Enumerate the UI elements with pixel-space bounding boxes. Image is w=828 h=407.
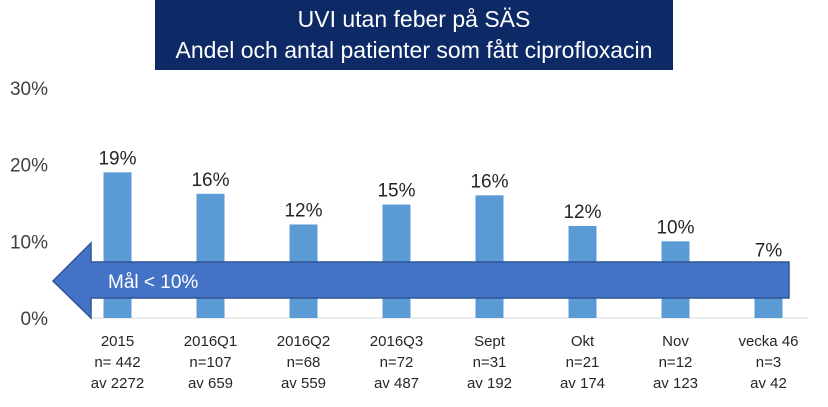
x-tick-label: n=21 [566, 354, 600, 371]
data-label: 12% [284, 200, 322, 221]
goal-arrow: Mål < 10% [51, 241, 790, 320]
y-axis-ticks: 0% 10% 20% 30% [10, 79, 48, 330]
x-tick-label: 2016Q2 [277, 333, 330, 350]
x-axis-labels: 2015 n= 442 av 2272 2016Q1 n=107 av 659 2016Q2… [91, 333, 799, 392]
x-tick-label: av 123 [653, 375, 698, 392]
x-tick-label: n=68 [287, 354, 321, 371]
x-tick-label: 2015 [101, 333, 134, 350]
x-tick-label: Okt [571, 333, 595, 350]
chart-title-line-2: Andel och antal patienter som fått cipro… [175, 37, 653, 63]
chart-title: UVI utan feber på SÄS Andel och antal pa… [155, 0, 673, 70]
x-tick-label: Nov [662, 333, 689, 350]
data-label: 10% [656, 217, 694, 238]
x-tick-label: n=107 [189, 354, 231, 371]
y-tick-label: 10% [10, 232, 48, 253]
x-tick-label: av 487 [374, 375, 419, 392]
x-tick-label: av 192 [467, 375, 512, 392]
goal-arrow-label: Mål < 10% [108, 272, 198, 293]
x-tick-label: n=3 [756, 354, 781, 371]
data-label: 16% [191, 170, 229, 191]
data-labels: 19% 16% 12% 15% 16% 12% 10% 7% [98, 148, 782, 261]
x-tick-label: n=72 [380, 354, 414, 371]
x-tick-label: 2016Q1 [184, 333, 237, 350]
data-label: 16% [470, 171, 508, 192]
bar [196, 193, 225, 318]
y-tick-label: 30% [10, 79, 48, 100]
x-tick-label: 2016Q3 [370, 333, 423, 350]
goal-arrow-shape [51, 241, 790, 320]
x-tick-label: n=31 [473, 354, 507, 371]
chart-title-line-1: UVI utan feber på SÄS [297, 6, 531, 32]
x-tick-label: av 42 [750, 375, 787, 392]
x-tick-label: Sept [474, 333, 506, 350]
data-label: 7% [755, 240, 783, 261]
data-label: 19% [98, 148, 136, 169]
x-tick-label: av 2272 [91, 375, 144, 392]
data-label: 15% [377, 181, 415, 202]
y-tick-label: 0% [21, 309, 49, 330]
y-tick-label: 20% [10, 156, 48, 177]
x-tick-label: av 174 [560, 375, 605, 392]
x-tick-label: av 659 [188, 375, 233, 392]
x-tick-label: n= 442 [94, 354, 140, 371]
x-tick-label: vecka 46 [738, 333, 798, 350]
x-tick-label: av 559 [281, 375, 326, 392]
x-tick-label: n=12 [659, 354, 693, 371]
bar [475, 195, 504, 318]
data-label: 12% [563, 202, 601, 223]
